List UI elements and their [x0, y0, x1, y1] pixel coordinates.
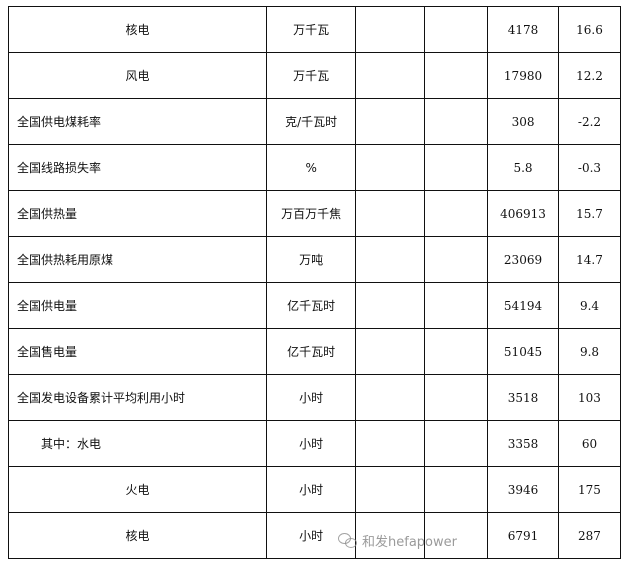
- unit-cell: 万百万千焦: [265, 190, 357, 237]
- unit-cell: 万千瓦: [265, 52, 357, 99]
- wechat-icon: [338, 532, 358, 549]
- indicator-name: 核电: [8, 6, 267, 53]
- empty-cell: [423, 282, 489, 329]
- indicator-name: 全国供热耗用原煤: [8, 236, 267, 283]
- indicator-name: 全国供热量: [8, 190, 267, 237]
- indicator-name: 全国线路损失率: [8, 144, 267, 191]
- value-cell: 4178: [487, 6, 559, 53]
- empty-cell: [423, 512, 489, 559]
- unit-cell: 万吨: [265, 236, 357, 283]
- table-row: 风电 万千瓦 17980 12.2: [8, 52, 621, 99]
- watermark-text: 和发hefapower: [362, 535, 457, 550]
- data-table: 核电 万千瓦 4178 16.6 风电 万千瓦 17980 12.2 全国供电煤耗率 克/千瓦时 3…: [8, 6, 621, 559]
- empty-cell: [423, 98, 489, 145]
- change-cell: 15.7: [557, 190, 621, 237]
- unit-cell: 小时: [265, 420, 357, 467]
- change-cell: 16.6: [557, 6, 621, 53]
- value-cell: 17980: [487, 52, 559, 99]
- empty-cell: [355, 374, 425, 421]
- indicator-name: 火电: [8, 466, 267, 513]
- value-cell: 23069: [487, 236, 559, 283]
- indicator-name: 全国供电量: [8, 282, 267, 329]
- unit-cell: 克/千瓦时: [265, 98, 357, 145]
- value-cell: 5.8: [487, 144, 559, 191]
- table-row: 全国售电量 亿千瓦时 51045 9.8: [8, 328, 621, 375]
- table-row: 火电 小时 3946 175: [8, 466, 621, 513]
- unit-cell: 小时: [265, 374, 357, 421]
- indicator-name: 核电: [8, 512, 267, 559]
- value-cell: 406913: [487, 190, 559, 237]
- change-cell: 9.4: [557, 282, 621, 329]
- table-row: 全国供电量 亿千瓦时 54194 9.4: [8, 282, 621, 329]
- empty-cell: [355, 282, 425, 329]
- unit-cell: 亿千瓦时: [265, 328, 357, 375]
- table-row: 全国供电煤耗率 克/千瓦时 308 -2.2: [8, 98, 621, 145]
- empty-cell: [423, 374, 489, 421]
- change-cell: 12.2: [557, 52, 621, 99]
- change-cell: -2.2: [557, 98, 621, 145]
- value-cell: 54194: [487, 282, 559, 329]
- empty-cell: [423, 6, 489, 53]
- value-cell: 51045: [487, 328, 559, 375]
- empty-cell: [355, 466, 425, 513]
- table-row: 核电 万千瓦 4178 16.6: [8, 6, 621, 53]
- table-row: 全国发电设备累计平均利用小时 小时 3518 103: [8, 374, 621, 421]
- unit-cell: 万千瓦: [265, 6, 357, 53]
- value-cell: 308: [487, 98, 559, 145]
- empty-cell: [355, 512, 425, 559]
- value-cell: 3946: [487, 466, 559, 513]
- empty-cell: [355, 98, 425, 145]
- empty-cell: [355, 328, 425, 375]
- change-cell: 287: [557, 512, 621, 559]
- change-cell: 103: [557, 374, 621, 421]
- watermark: 和发hefapower: [338, 531, 457, 550]
- value-cell: 3358: [487, 420, 559, 467]
- table-row: 核电 小时 6791 287: [8, 512, 621, 559]
- indicator-name: 全国供电煤耗率: [8, 98, 267, 145]
- change-cell: 175: [557, 466, 621, 513]
- table-row: 全国线路损失率% 5.8 -0.3: [8, 144, 621, 191]
- empty-cell: [423, 236, 489, 283]
- change-cell: 14.7: [557, 236, 621, 283]
- empty-cell: [423, 328, 489, 375]
- empty-cell: [355, 420, 425, 467]
- indicator-name: 全国发电设备累计平均利用小时: [8, 374, 267, 421]
- empty-cell: [355, 236, 425, 283]
- table-row: 全国供热耗用原煤 万吨 23069 14.7: [8, 236, 621, 283]
- change-cell: 9.8: [557, 328, 621, 375]
- empty-cell: [423, 466, 489, 513]
- empty-cell: [423, 144, 489, 191]
- indicator-name: 其中：水电: [8, 420, 267, 467]
- change-cell: 60: [557, 420, 621, 467]
- empty-cell: [355, 144, 425, 191]
- empty-cell: [355, 6, 425, 53]
- empty-cell: [355, 190, 425, 237]
- indicator-name: 全国售电量: [8, 328, 267, 375]
- unit-cell: 小时: [265, 466, 357, 513]
- change-cell: -0.3: [557, 144, 621, 191]
- table-row: 其中：水电 小时 3358 60: [8, 420, 621, 467]
- unit-cell: 亿千瓦时: [265, 282, 357, 329]
- value-cell: 3518: [487, 374, 559, 421]
- unit-cell: %: [265, 144, 357, 191]
- empty-cell: [423, 52, 489, 99]
- indicator-name: 风电: [8, 52, 267, 99]
- table-row: 全国供热量 万百万千焦 406913 15.7: [8, 190, 621, 237]
- empty-cell: [423, 190, 489, 237]
- empty-cell: [355, 52, 425, 99]
- value-cell: 6791: [487, 512, 559, 559]
- empty-cell: [423, 420, 489, 467]
